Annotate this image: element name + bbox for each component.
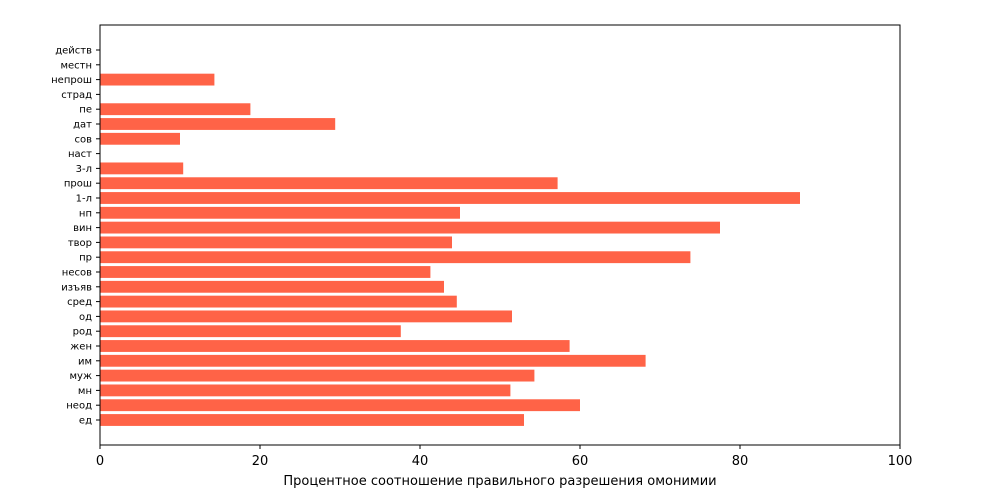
y-tick-label: сов — [74, 134, 92, 145]
bar-мн — [100, 384, 511, 397]
x-tick-label: 40 — [412, 454, 429, 469]
bar-3-л — [100, 162, 184, 175]
bar-муж — [100, 369, 535, 382]
bar-жен — [100, 340, 570, 352]
y-tick-label: 3-л — [76, 164, 92, 175]
bar-нп — [100, 206, 460, 219]
bar-изъяв — [100, 280, 444, 293]
y-tick-label: жен — [70, 342, 92, 353]
y-tick-label: несов — [62, 268, 92, 279]
x-tick-label: 20 — [252, 454, 269, 469]
y-tick-label: пе — [79, 105, 92, 116]
y-tick-label: нп — [79, 208, 92, 219]
bar-им — [100, 354, 646, 367]
y-tick-label: мн — [78, 386, 92, 397]
y-tick-label: твор — [68, 238, 92, 249]
y-tick-label: од — [79, 312, 92, 323]
x-tick-label: 60 — [572, 454, 589, 469]
bar-неод — [100, 399, 580, 412]
bar-вин — [100, 221, 720, 234]
bar-твор — [100, 236, 452, 249]
bar-род — [100, 325, 401, 338]
bar-дат — [100, 118, 336, 130]
bar-непрош — [100, 73, 215, 86]
y-tick-label: муж — [70, 371, 92, 382]
y-tick-label: неод — [66, 401, 92, 412]
x-tick-label: 100 — [888, 454, 913, 469]
bar-сов — [100, 132, 180, 145]
y-tick-label: изъяв — [61, 282, 92, 293]
bar-1-л — [100, 192, 800, 204]
bar-пр — [100, 251, 691, 264]
y-tick-label: прош — [64, 179, 92, 190]
bars-group — [100, 73, 800, 426]
plot-frame — [99, 24, 901, 446]
y-tick-label: страд — [61, 90, 92, 101]
y-tick-label: род — [73, 327, 92, 338]
x-tick-label: 0 — [96, 454, 104, 469]
bar-несов — [100, 266, 431, 278]
y-tick-label: действ — [55, 46, 92, 57]
y-tick-label: непрош — [51, 75, 92, 86]
x-axis: 0 20 40 60 80 100 — [96, 445, 913, 469]
bar-сред — [100, 295, 457, 308]
y-tick-label: ед — [79, 416, 92, 427]
y-tick-label: наст — [68, 149, 92, 160]
y-tick-label: 1-л — [76, 194, 92, 205]
bar-ед — [100, 414, 524, 426]
y-tick-label: им — [78, 356, 92, 367]
y-tick-label: местн — [60, 60, 92, 71]
x-axis-label: Процентное соотношение правильного разре… — [283, 474, 716, 489]
bar-од — [100, 310, 512, 323]
bar-прош — [100, 177, 558, 190]
y-tick-label: пр — [79, 253, 92, 264]
y-axis: ед неод мн муж им жен род од сред изъяв несов пр тво… — [51, 46, 100, 427]
y-tick-label: вин — [73, 223, 92, 234]
y-tick-label: сред — [67, 297, 92, 308]
bar-пе — [100, 103, 251, 116]
y-tick-label: дат — [73, 120, 92, 131]
x-tick-label: 80 — [732, 454, 749, 469]
